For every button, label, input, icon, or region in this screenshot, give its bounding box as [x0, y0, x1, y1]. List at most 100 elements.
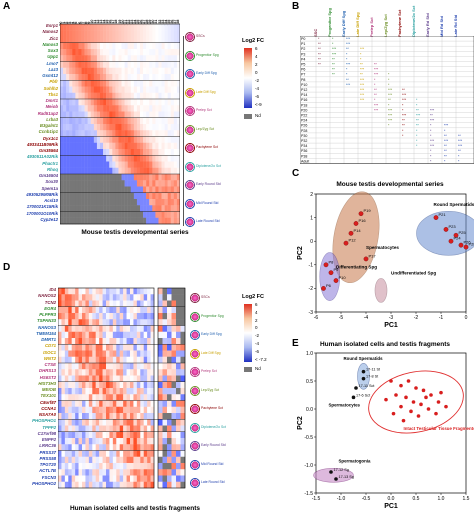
heatmap-cell — [176, 375, 181, 382]
heatmap-cell — [78, 400, 83, 407]
heatmap-cell — [72, 180, 76, 187]
heatmap-cell — [152, 80, 156, 87]
gene-label: PRSS58 — [39, 455, 56, 461]
heatmap-cell — [66, 86, 70, 93]
heatmap-cell — [100, 142, 104, 150]
heatmap-cell — [155, 30, 159, 37]
stage-cell-icon — [190, 478, 200, 488]
heatmap-cell — [75, 481, 79, 489]
heatmap-cell — [100, 24, 104, 31]
heatmap-cell — [78, 438, 83, 445]
heatmap-cell — [133, 394, 138, 401]
heatmap-cell — [102, 406, 107, 414]
heatmap-cell — [78, 30, 82, 37]
heatmap-cell — [109, 217, 113, 225]
heatmap-cell — [133, 388, 138, 395]
heatmap-cell — [127, 30, 131, 37]
heatmap-cell — [140, 80, 144, 87]
heatmap-cell — [95, 444, 100, 451]
heatmap-cell — [143, 36, 147, 43]
heatmap-cell — [158, 205, 162, 212]
heatmap-cell — [118, 130, 122, 137]
heatmap-cell — [90, 130, 95, 137]
heatmap-cell — [119, 394, 124, 401]
heatmap-cell — [127, 155, 131, 162]
heatmap-cell — [171, 350, 177, 357]
heatmap-cell — [170, 55, 175, 62]
heatmap-cell — [71, 388, 76, 395]
heatmap-cell — [103, 49, 107, 56]
heatmap-cell — [106, 300, 110, 307]
gene-label: CCNA1 — [41, 405, 56, 411]
heatmap-cell — [143, 369, 148, 376]
heatmap-cell — [78, 186, 82, 193]
heatmap-cell — [136, 99, 141, 106]
legend-tick: 0 — [255, 325, 258, 331]
heatmap-cell — [158, 92, 162, 100]
legend-tick: 2 — [255, 62, 258, 67]
heatmap-cell — [103, 136, 107, 143]
heatmap-cell — [136, 186, 141, 193]
heatmap-cell — [90, 211, 95, 218]
heatmap-cell — [150, 456, 155, 464]
y-tick-label: -2 — [309, 286, 314, 292]
heatmap-cell — [133, 142, 138, 150]
heatmap-cell — [116, 356, 120, 364]
heatmap-cell — [115, 180, 119, 187]
heatmap-cell — [103, 155, 107, 162]
heatmap-cell — [58, 369, 62, 376]
heatmap-cell — [173, 30, 178, 37]
data-point — [436, 400, 441, 404]
heatmap-cell — [82, 319, 86, 326]
gene-label: ENPP2 — [41, 437, 56, 442]
heatmap-cell — [75, 149, 79, 156]
heatmap-cell — [143, 24, 147, 31]
significance-marker: *** — [388, 108, 393, 112]
significance-marker: ** — [318, 63, 321, 67]
heatmap-cell — [64, 469, 69, 476]
heatmap-cell — [96, 36, 101, 43]
heatmap-cell — [66, 42, 70, 50]
heatmap-cell — [118, 67, 122, 75]
heatmap-cell — [75, 74, 79, 81]
heatmap-cell — [170, 42, 175, 50]
heatmap-cell — [88, 394, 93, 401]
heatmap-cell — [121, 67, 125, 75]
heatmap-cell — [75, 186, 79, 193]
heatmap-cell — [127, 36, 131, 43]
heatmap-cell — [100, 149, 104, 156]
heatmap-cell — [68, 419, 72, 426]
heatmap-cell — [143, 350, 148, 357]
heatmap-cell — [158, 130, 162, 137]
heatmap-cell — [121, 186, 125, 193]
gene-label: Dmrt1 — [45, 98, 58, 103]
heatmap-cell — [167, 400, 172, 407]
heatmap-cell — [124, 24, 128, 31]
heatmap-cell — [92, 294, 96, 301]
heatmap-cell — [173, 192, 178, 200]
heatmap-cell — [88, 369, 93, 376]
heatmap-cell — [116, 375, 120, 382]
heatmap-cell — [149, 186, 153, 193]
heatmap-cell — [68, 444, 72, 451]
heatmap-cell — [102, 338, 107, 345]
heatmap-cell — [60, 92, 64, 100]
heatmap-cell — [161, 161, 165, 168]
heatmap-cell — [103, 174, 107, 181]
heatmap-cell — [126, 375, 131, 382]
heatmap-cell — [176, 186, 180, 193]
heatmap-cell — [68, 469, 72, 476]
heatmap-cell — [115, 86, 119, 93]
heatmap-cell — [75, 300, 79, 307]
heatmap-cell — [90, 99, 95, 106]
heatmap-cell — [78, 444, 83, 451]
heatmap-cell — [84, 61, 88, 68]
heatmap-cell — [124, 67, 128, 75]
heatmap-cell — [82, 338, 86, 345]
heatmap-cell — [90, 74, 95, 81]
heatmap-cell — [109, 67, 113, 75]
heatmap-cell — [71, 331, 76, 339]
heatmap-cell — [136, 211, 141, 218]
heatmap-cell — [93, 155, 98, 162]
heatmap-cell — [140, 105, 144, 112]
